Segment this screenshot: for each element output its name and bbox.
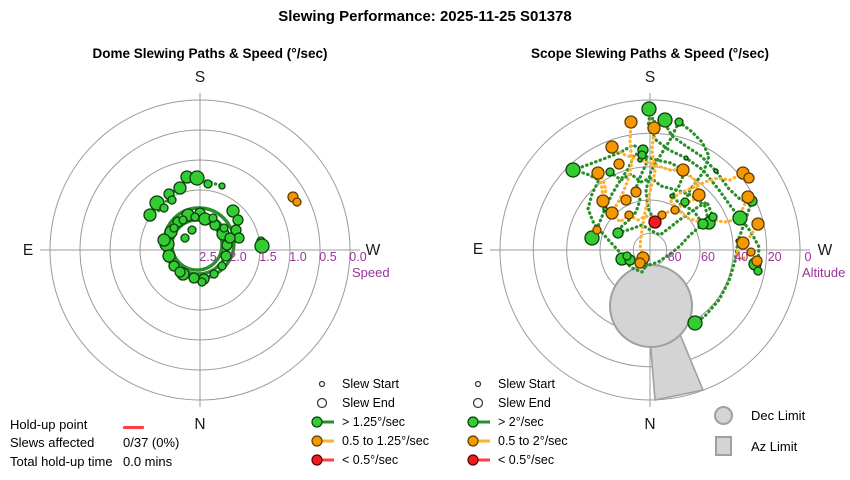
dec-limit-icon (710, 404, 736, 426)
total-holdup-value: 0.0 mins (123, 453, 173, 469)
page-title: Slewing Performance: 2025-11-25 S01378 (278, 8, 572, 25)
slews-affected-row: Slews affected 0/37 (0%) (10, 434, 179, 453)
limit-legend: Dec Limit Az Limit (710, 404, 805, 466)
holdup-point-label: Hold-up point (10, 416, 88, 432)
holdup-point-row: Hold-up point (10, 415, 179, 434)
compass-label-S: S (645, 69, 655, 86)
compass-label-N: N (194, 416, 205, 433)
scope-grid (490, 93, 810, 407)
legend-row-medium: 0.5 to 2°/sec (464, 431, 568, 450)
legend-label: 0.5 to 2°/sec (498, 433, 568, 448)
legend-row-slew-end: Slew End (308, 394, 429, 413)
holdup-stats: Hold-up point Slews affected 0/37 (0%) T… (10, 415, 179, 471)
tick-label: 1.5 (259, 250, 276, 264)
slews-affected-label: Slews affected (10, 435, 95, 451)
legend-label: < 0.5°/sec (342, 452, 399, 467)
slew-start-icon (464, 377, 492, 391)
legend-label: Slew End (498, 396, 551, 411)
medium-speed-icon (308, 434, 336, 448)
slew-end-icon (464, 396, 492, 410)
tick-label: 1.0 (289, 250, 306, 264)
legend-row-slew-start: Slew Start (308, 375, 429, 394)
legend-row-slew-start: Slew Start (464, 375, 568, 394)
legend-row-slew-end: Slew End (464, 394, 568, 413)
slow-speed-icon (464, 453, 492, 467)
tick-label: 0 (805, 250, 812, 264)
scope-plot-title: Scope Slewing Paths & Speed (°/sec) (531, 46, 769, 61)
compass-label-W: W (818, 242, 833, 259)
legend-row-slow: < 0.5°/sec (464, 450, 568, 469)
legend-label: Slew Start (342, 377, 399, 392)
scope-slew-markers (565, 101, 765, 331)
slew-start-icon (308, 377, 336, 391)
tick-label: 0.0 (349, 250, 366, 264)
slew-end-icon (308, 396, 336, 410)
az-limit-row: Az Limit (710, 435, 805, 457)
compass-label-N: N (644, 416, 655, 433)
tick-label: 80 (668, 250, 682, 264)
legend-row-medium: 0.5 to 1.25°/sec (308, 431, 429, 450)
dec-limit-circle (609, 264, 693, 348)
legend-row-slow: < 0.5°/sec (308, 450, 429, 469)
red-line-icon (123, 425, 144, 429)
tick-label: 60 (701, 250, 715, 264)
legend-label: Slew Start (498, 377, 555, 392)
compass-label-E: E (473, 241, 483, 258)
fast-speed-icon (464, 415, 492, 429)
tick-label: 2.5 (199, 250, 216, 264)
dec-limit-row: Dec Limit (710, 404, 805, 426)
tick-label: 20 (768, 250, 782, 264)
legend-label: Slew End (342, 396, 395, 411)
tick-label: 0.5 (319, 250, 336, 264)
slow-speed-icon (308, 453, 336, 467)
total-holdup-label: Total hold-up time (10, 453, 113, 469)
legend-label: > 2°/sec (498, 414, 544, 429)
slews-affected-value: 0/37 (0%) (123, 435, 180, 451)
legend-label: < 0.5°/sec (498, 452, 555, 467)
medium-speed-icon (464, 434, 492, 448)
dome-legend: Slew Start Slew End > 1.25°/sec 0.5 to 1… (308, 375, 429, 469)
holdup-point-line (123, 417, 144, 432)
dome-plot-title: Dome Slewing Paths & Speed (°/sec) (92, 46, 328, 61)
legend-row-fast: > 2°/sec (464, 413, 568, 432)
dome-slew-markers (143, 170, 302, 287)
compass-label-W: W (366, 242, 381, 259)
limit-shapes (609, 264, 705, 401)
legend-label: 0.5 to 1.25°/sec (342, 433, 429, 448)
tick-label: 2.0 (229, 250, 246, 264)
fast-speed-icon (308, 415, 336, 429)
az-limit-label: Az Limit (751, 438, 798, 454)
dec-limit-label: Dec Limit (751, 407, 806, 423)
total-holdup-row: Total hold-up time 0.0 mins (10, 452, 179, 471)
compass-label-S: S (195, 69, 205, 86)
scope-legend: Slew Start Slew End > 2°/sec 0.5 to 2°/s… (464, 375, 568, 469)
legend-label: > 1.25°/sec (342, 414, 406, 429)
legend-row-fast: > 1.25°/sec (308, 413, 429, 432)
tick-label: 40 (734, 250, 748, 264)
compass-label-E: E (23, 242, 33, 259)
scope-axis-label: Altitude (802, 265, 845, 280)
az-limit-icon (710, 435, 736, 457)
dome-axis-label: Speed (352, 265, 390, 280)
